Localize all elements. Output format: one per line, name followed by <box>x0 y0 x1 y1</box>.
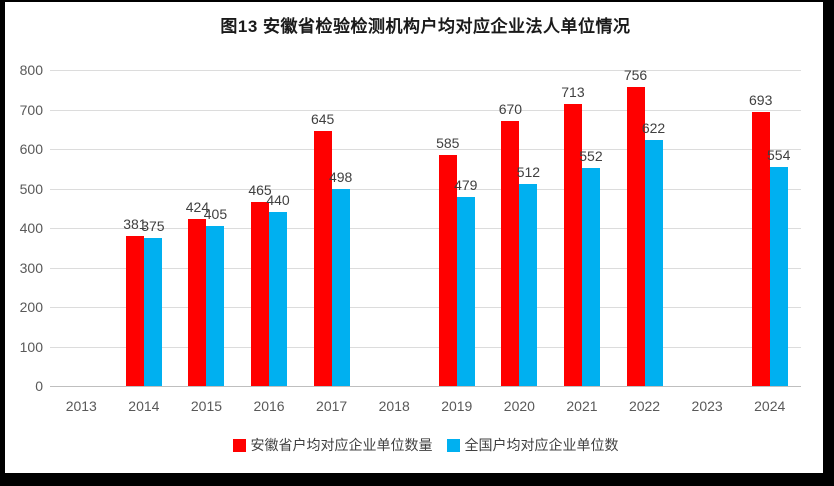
gridline-300 <box>50 268 801 269</box>
chart-legend: 安徽省户均对应企业单位数量 全国户均对应企业单位数 <box>50 435 801 455</box>
x-axis-tick-2018: 2018 <box>378 398 410 414</box>
bar-anhui-2015 <box>188 218 207 386</box>
data-label-anhui-2020: 670 <box>498 101 523 118</box>
x-axis-tick-2023: 2023 <box>691 398 723 414</box>
data-label-anhui-2019: 585 <box>436 134 460 151</box>
y-axis-tick-300: 300 <box>19 260 43 276</box>
gridline-600 <box>50 149 801 150</box>
gridline-800 <box>50 70 801 71</box>
data-label-national-2017: 498 <box>328 169 353 186</box>
x-axis-tick-2016: 2016 <box>253 398 285 414</box>
data-label-anhui-2017: 645 <box>310 111 335 128</box>
bar-anhui-2017 <box>313 131 332 386</box>
legend-item-national: 全国户均对应企业单位数 <box>446 435 619 455</box>
data-label-national-2016: 440 <box>266 192 290 209</box>
chart-surface: 图13 安徽省检验检测机构户均对应企业法人单位情况 安徽省户均对应企业单位数量 … <box>5 2 823 473</box>
x-axis-tick-2014: 2014 <box>128 398 160 414</box>
bar-anhui-2019 <box>438 154 457 386</box>
data-label-anhui-2022: 756 <box>623 67 648 84</box>
x-axis-tick-2015: 2015 <box>190 398 223 414</box>
x-axis-tick-2020: 2020 <box>503 398 535 414</box>
data-label-anhui-2016: 465 <box>248 182 272 199</box>
x-axis-tick-2021: 2021 <box>566 398 598 414</box>
bar-national-2014 <box>143 237 162 386</box>
bar-anhui-2024 <box>751 112 770 386</box>
y-axis-tick-800: 800 <box>19 62 43 78</box>
data-label-anhui-2021: 713 <box>561 84 585 101</box>
data-label-anhui-2024: 693 <box>749 92 773 109</box>
y-axis-tick-0: 0 <box>35 378 43 394</box>
x-axis-tick-2022: 2022 <box>628 398 661 414</box>
data-label-national-2015: 405 <box>203 206 228 223</box>
data-label-anhui-2014: 381 <box>123 215 147 232</box>
bar-national-2022 <box>644 140 663 386</box>
legend-item-anhui: 安徽省户均对应企业单位数量 <box>232 435 433 455</box>
bar-national-2019 <box>456 196 475 386</box>
y-axis-tick-200: 200 <box>19 299 43 315</box>
bar-anhui-2022 <box>626 87 645 386</box>
data-label-national-2022: 622 <box>641 120 666 137</box>
legend-label-national: 全国户均对应企业单位数 <box>464 437 619 453</box>
y-axis-tick-600: 600 <box>19 141 43 157</box>
data-label-anhui-2015: 424 <box>185 198 210 215</box>
data-label-national-2014: 375 <box>141 217 165 234</box>
y-axis-tick-700: 700 <box>19 102 43 118</box>
data-label-national-2020: 512 <box>516 163 541 180</box>
data-label-national-2021: 552 <box>579 147 603 164</box>
data-label-national-2019: 479 <box>454 176 478 193</box>
gridline-500 <box>50 189 801 190</box>
plot-area <box>50 70 801 387</box>
y-axis-tick-500: 500 <box>19 181 43 197</box>
gridline-100 <box>50 347 801 348</box>
x-axis-tick-2024: 2024 <box>754 398 786 414</box>
bar-anhui-2016 <box>251 202 270 386</box>
gridline-200 <box>50 307 801 308</box>
bar-anhui-2021 <box>563 104 582 386</box>
gridline-700 <box>50 110 801 111</box>
legend-swatch-blue-icon <box>446 438 460 452</box>
bar-national-2021 <box>581 167 600 386</box>
legend-swatch-red-icon <box>232 438 246 452</box>
x-axis-tick-2013: 2013 <box>65 398 97 414</box>
data-label-national-2024: 554 <box>767 147 791 164</box>
bar-anhui-2020 <box>501 121 520 386</box>
bar-national-2024 <box>769 167 788 386</box>
x-axis-tick-2017: 2017 <box>316 398 348 414</box>
gridline-0 <box>50 386 801 387</box>
x-axis-tick-2019: 2019 <box>441 398 473 414</box>
bar-national-2020 <box>519 183 538 386</box>
bar-anhui-2014 <box>125 235 144 386</box>
y-axis-tick-400: 400 <box>19 220 43 236</box>
gridline-400 <box>50 228 801 229</box>
bar-national-2017 <box>331 189 350 386</box>
bar-national-2015 <box>206 226 225 386</box>
chart-title: 图13 安徽省检验检测机构户均对应企业法人单位情况 <box>220 17 631 36</box>
bar-national-2016 <box>269 212 288 386</box>
y-axis-tick-100: 100 <box>19 339 43 355</box>
legend-label-anhui: 安徽省户均对应企业单位数量 <box>250 437 433 453</box>
